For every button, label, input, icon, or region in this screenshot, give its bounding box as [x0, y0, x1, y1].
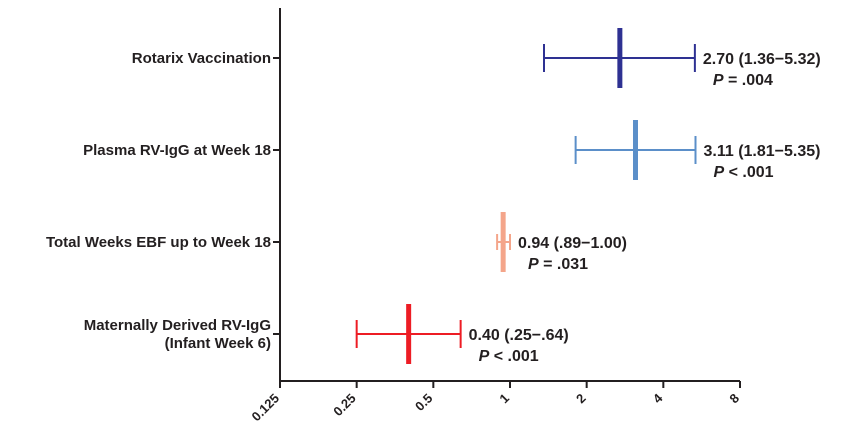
x-tick-label: 1 — [496, 391, 512, 407]
estimate-text: 0.40 (.25−.64) — [469, 327, 569, 344]
row-label: Maternally Derived RV-IgG — [84, 317, 271, 334]
x-tick-label: 0.5 — [412, 391, 435, 414]
forest-row: Maternally Derived RV-IgG(Infant Week 6)… — [84, 304, 569, 365]
x-tick-label: 4 — [650, 390, 666, 406]
forest-row: Rotarix Vaccination 2.70 (1.36−5.32) P = .… — [132, 28, 821, 89]
row-label: Total Weeks EBF up to Week 18 — [46, 234, 271, 251]
x-tick-label: 0.25 — [330, 391, 359, 420]
estimate-text: 3.11 (1.81−5.35) — [703, 143, 820, 160]
row-label: (Infant Week 6) — [165, 335, 271, 352]
x-tick-label: 0.125 — [249, 391, 283, 425]
p-value-text: P = .004 — [713, 72, 773, 89]
x-tick-label: 8 — [726, 391, 742, 407]
x-tick-label: 2 — [573, 391, 589, 407]
x-axis-ticks: 0.125 0.25 0.5 1 2 4 8 — [249, 381, 742, 425]
forest-rows: Rotarix Vaccination 2.70 (1.36−5.32) P = .… — [46, 28, 821, 365]
forest-row: Total Weeks EBF up to Week 18 0.94 (.89−1… — [46, 212, 627, 273]
forest-row: Plasma RV-IgG at Week 18 3.11 (1.81−5.35)… — [83, 120, 820, 181]
estimate-text: 0.94 (.89−1.00) — [518, 235, 627, 252]
row-label: Plasma RV-IgG at Week 18 — [83, 142, 271, 159]
p-value-text: P = .031 — [528, 256, 588, 273]
estimate-text: 2.70 (1.36−5.32) — [703, 51, 821, 68]
row-label: Rotarix Vaccination — [132, 50, 271, 67]
p-value-text: P < .001 — [713, 164, 773, 181]
p-value-text: P < .001 — [479, 348, 539, 365]
